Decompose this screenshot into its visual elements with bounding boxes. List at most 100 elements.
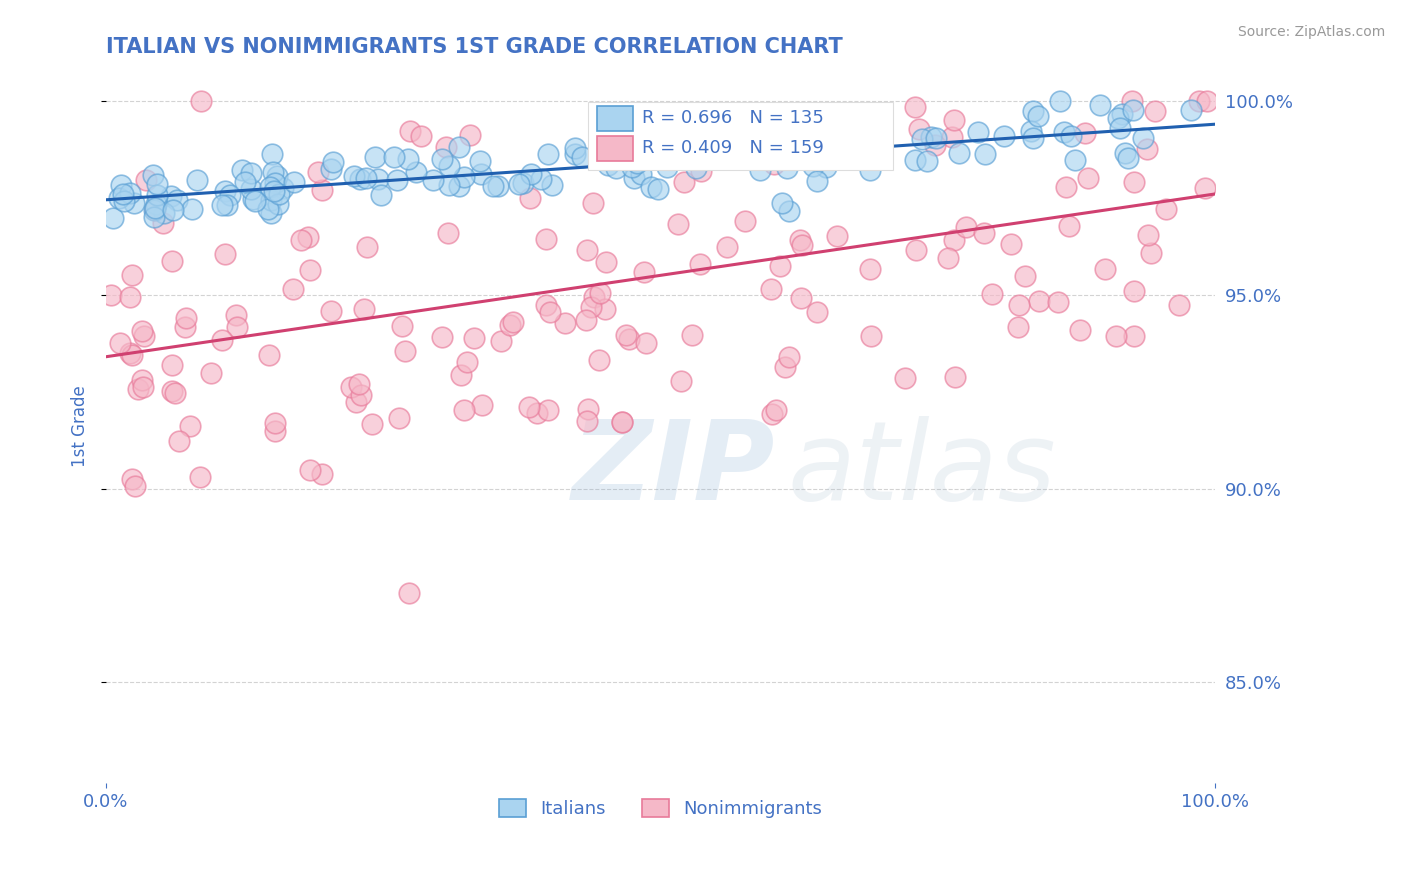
Point bbox=[360, 417, 382, 432]
Point bbox=[579, 301, 602, 315]
Point bbox=[152, 216, 174, 230]
Point bbox=[575, 312, 598, 326]
Point bbox=[488, 179, 510, 194]
Point bbox=[737, 145, 759, 159]
Point bbox=[762, 136, 785, 150]
Point bbox=[905, 243, 928, 257]
Point bbox=[167, 434, 190, 448]
Point bbox=[162, 384, 184, 399]
Point bbox=[1123, 285, 1146, 299]
Point bbox=[382, 150, 405, 164]
Point bbox=[1180, 103, 1202, 117]
Point bbox=[675, 151, 697, 165]
Point bbox=[363, 150, 385, 164]
Point bbox=[526, 406, 548, 420]
Point bbox=[993, 128, 1015, 143]
Point bbox=[135, 173, 157, 187]
Point bbox=[806, 173, 828, 187]
Point bbox=[215, 198, 238, 212]
Point bbox=[180, 202, 202, 216]
Point bbox=[132, 329, 155, 343]
Point bbox=[749, 163, 772, 178]
Point bbox=[825, 228, 848, 243]
Point bbox=[422, 173, 444, 187]
Point bbox=[174, 319, 197, 334]
Point bbox=[257, 348, 280, 362]
FancyBboxPatch shape bbox=[598, 106, 633, 130]
Y-axis label: 1st Grade: 1st Grade bbox=[72, 385, 89, 467]
Point bbox=[121, 472, 143, 486]
Text: Source: ZipAtlas.com: Source: ZipAtlas.com bbox=[1237, 25, 1385, 39]
Point bbox=[347, 377, 370, 392]
Point bbox=[672, 175, 695, 189]
Point bbox=[519, 191, 541, 205]
Point bbox=[955, 219, 977, 234]
Point bbox=[266, 169, 288, 183]
Point bbox=[1136, 142, 1159, 156]
Point bbox=[262, 165, 284, 179]
Point bbox=[1077, 171, 1099, 186]
Point bbox=[1121, 94, 1143, 108]
Point bbox=[281, 282, 304, 296]
Point bbox=[263, 184, 285, 198]
Point bbox=[859, 163, 882, 178]
Point bbox=[1000, 237, 1022, 252]
Point bbox=[162, 203, 184, 218]
Point bbox=[257, 202, 280, 217]
Point bbox=[1154, 202, 1177, 217]
Point bbox=[716, 240, 738, 254]
Point bbox=[321, 303, 343, 318]
Point bbox=[894, 371, 917, 385]
Point bbox=[146, 177, 169, 191]
Point bbox=[142, 210, 165, 224]
Point bbox=[733, 120, 755, 135]
Point bbox=[537, 402, 560, 417]
Point bbox=[588, 352, 610, 367]
Point bbox=[948, 146, 970, 161]
Point bbox=[779, 203, 801, 218]
FancyBboxPatch shape bbox=[598, 136, 633, 161]
Point bbox=[259, 179, 281, 194]
Point bbox=[1053, 125, 1076, 139]
Point bbox=[166, 193, 188, 207]
Point bbox=[471, 398, 494, 412]
Point bbox=[239, 166, 262, 180]
Point bbox=[666, 217, 689, 231]
Text: R = 0.696   N = 135: R = 0.696 N = 135 bbox=[641, 109, 824, 127]
Point bbox=[264, 424, 287, 438]
Point bbox=[145, 197, 167, 211]
Point bbox=[1105, 329, 1128, 343]
Point bbox=[214, 184, 236, 198]
Point bbox=[571, 150, 593, 164]
Point bbox=[430, 330, 453, 344]
Point bbox=[647, 182, 669, 196]
Point bbox=[100, 288, 122, 302]
Point bbox=[731, 152, 754, 166]
Point bbox=[814, 160, 837, 174]
Point bbox=[263, 176, 285, 190]
Point bbox=[614, 327, 637, 342]
Point bbox=[534, 232, 557, 246]
Point bbox=[941, 130, 963, 145]
Point bbox=[118, 346, 141, 360]
Point bbox=[307, 165, 329, 179]
Point bbox=[121, 347, 143, 361]
Point bbox=[860, 328, 883, 343]
Point bbox=[508, 177, 530, 191]
Text: ITALIAN VS NONIMMIGRANTS 1ST GRADE CORRELATION CHART: ITALIAN VS NONIMMIGRANTS 1ST GRADE CORRE… bbox=[105, 37, 842, 57]
Point bbox=[1109, 121, 1132, 136]
Point bbox=[211, 333, 233, 347]
Point bbox=[186, 172, 208, 186]
Point bbox=[118, 186, 141, 201]
Point bbox=[1019, 124, 1042, 138]
Point bbox=[242, 192, 264, 206]
Point bbox=[769, 259, 792, 273]
Point bbox=[765, 402, 787, 417]
Point bbox=[298, 463, 321, 477]
Point bbox=[845, 145, 868, 160]
Point bbox=[943, 370, 966, 384]
Point bbox=[131, 373, 153, 387]
Point bbox=[112, 186, 135, 201]
Point bbox=[630, 168, 652, 182]
Point bbox=[633, 265, 655, 279]
